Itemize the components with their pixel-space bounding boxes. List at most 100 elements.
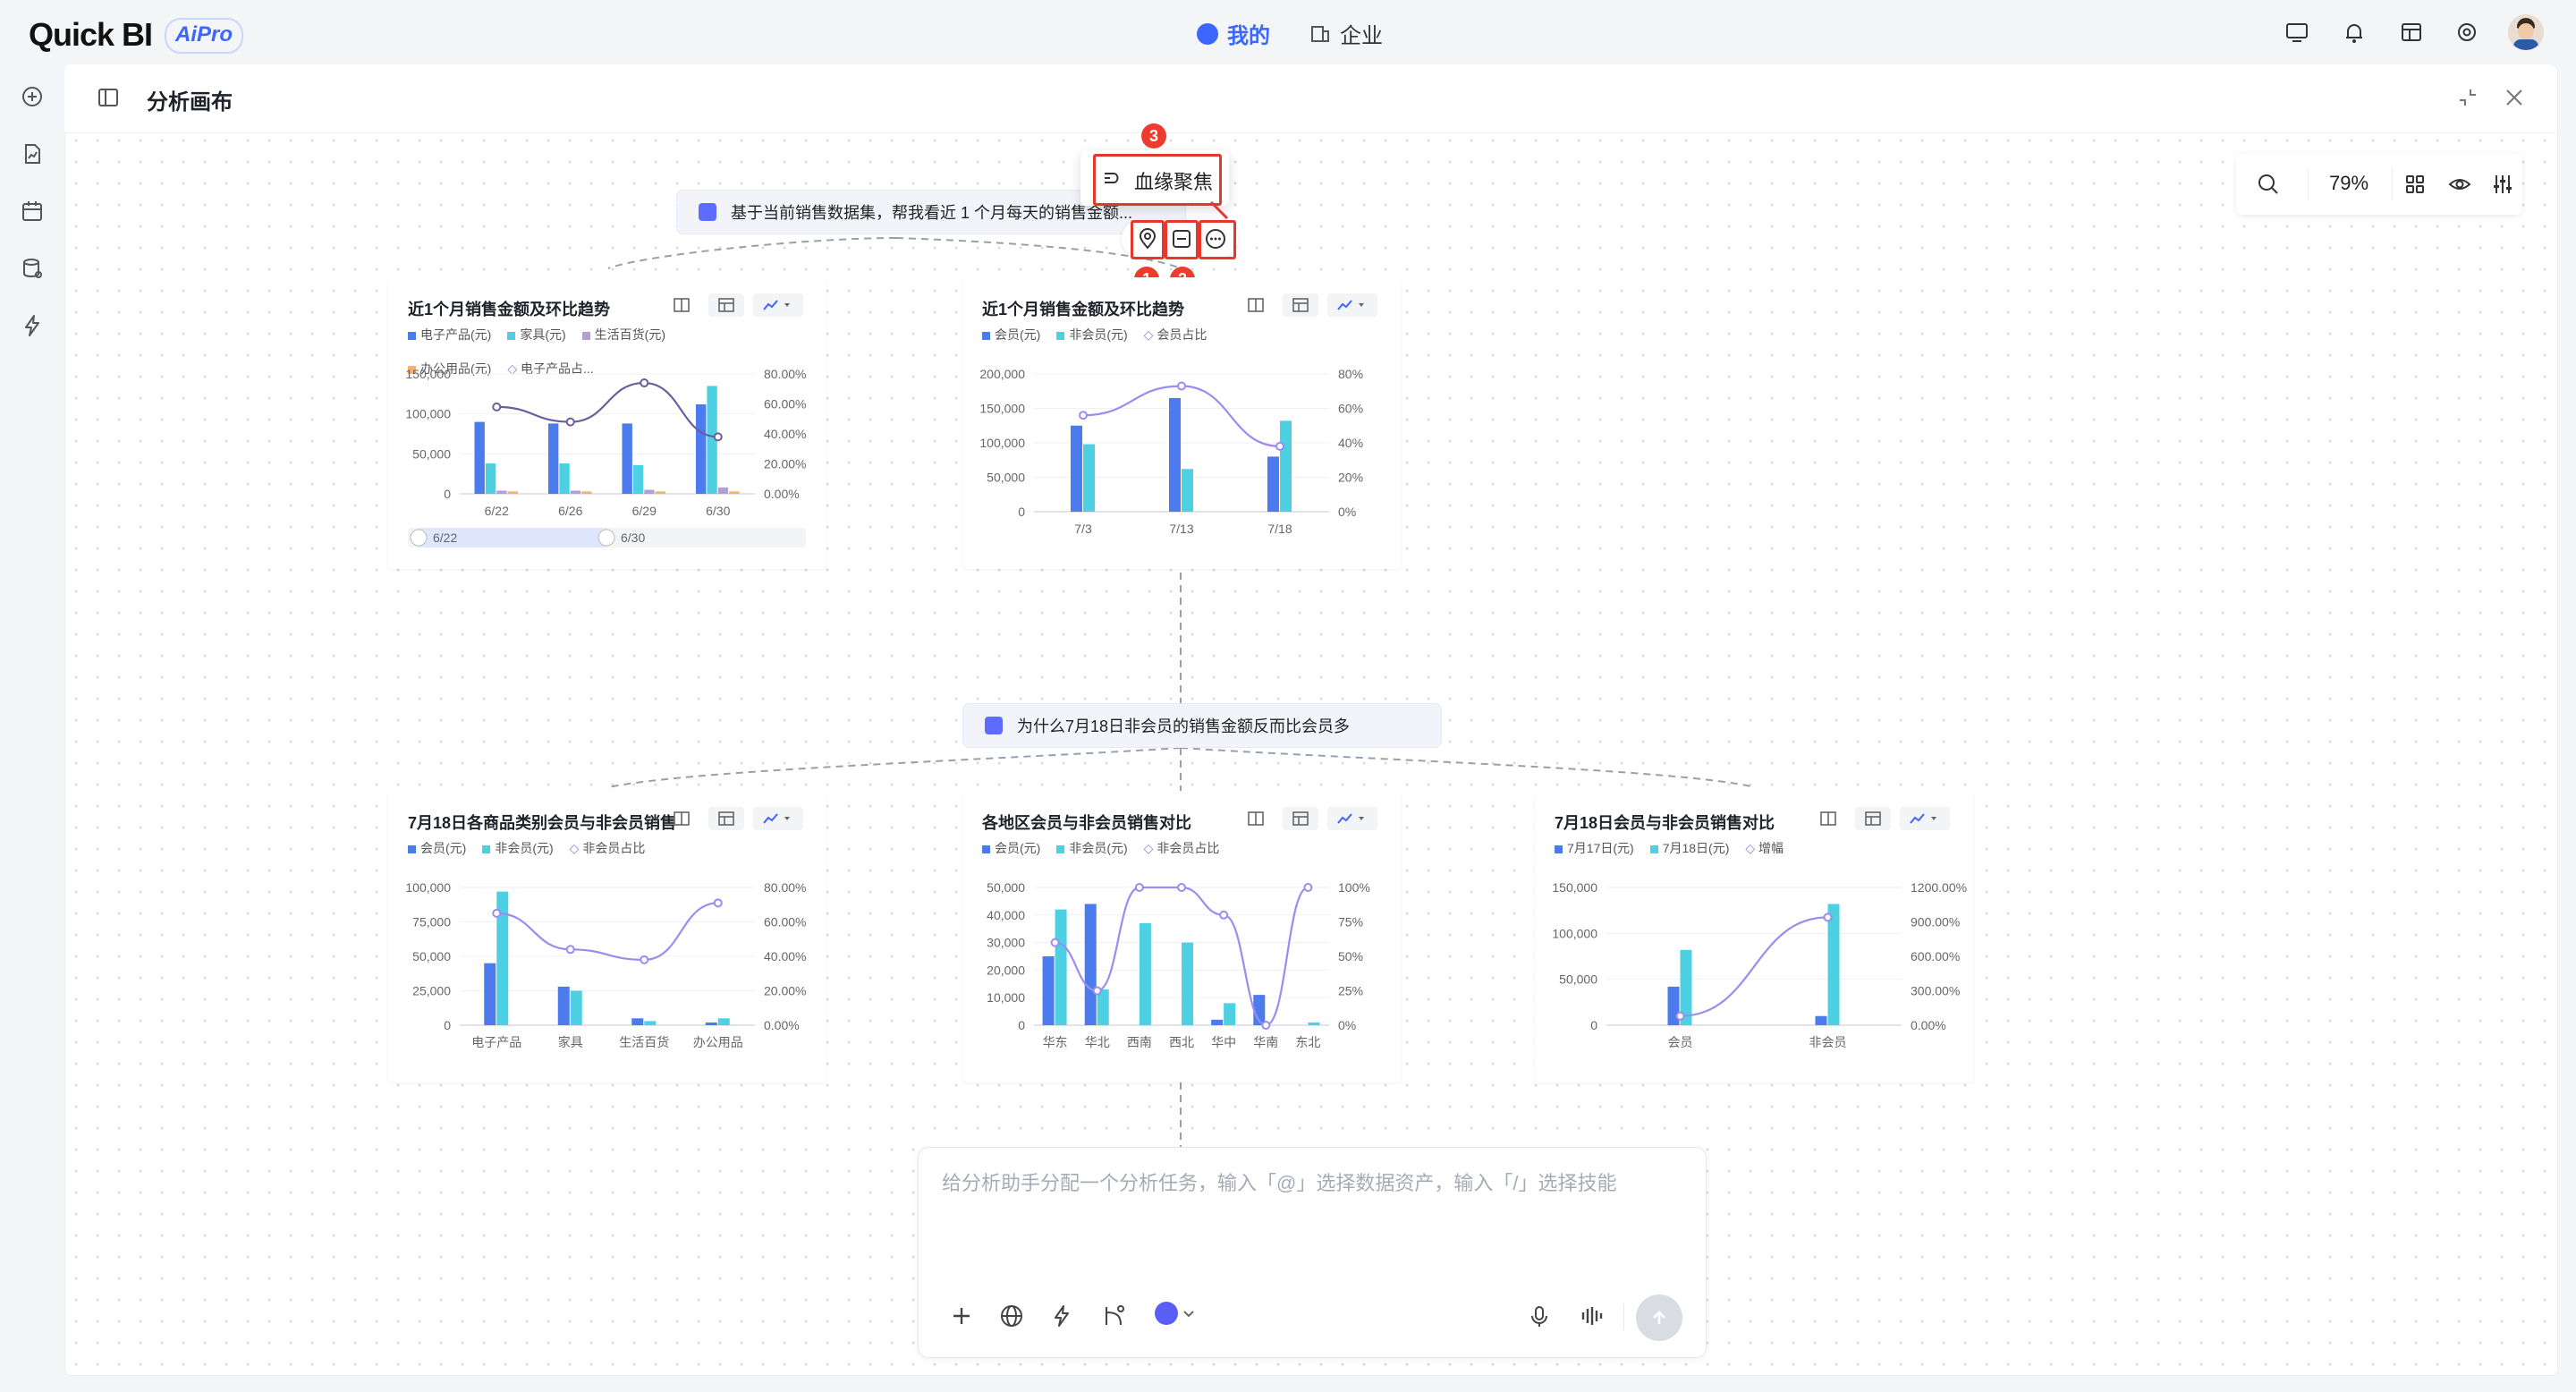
bar xyxy=(1055,909,1067,1025)
table-button[interactable] xyxy=(1283,293,1318,317)
legend-item[interactable]: 非会员(元) xyxy=(1056,326,1128,344)
legend-item[interactable]: 非会员(元) xyxy=(1056,839,1128,857)
bar xyxy=(644,489,655,494)
chart-type-dropdown[interactable] xyxy=(753,293,803,317)
line-point xyxy=(1303,883,1313,892)
dashboard-icon[interactable] xyxy=(2399,20,2424,45)
y2-tick-label: 20.00% xyxy=(764,984,806,998)
chart-type-dropdown[interactable] xyxy=(1900,807,1950,830)
chart-card-4[interactable]: 各地区会员与非会员销售对比 会员(元) 非会员(元) ◇ 非会员占比 50,00… xyxy=(962,791,1401,1082)
sliders-icon[interactable] xyxy=(2490,172,2515,197)
y2-tick-label: 0.00% xyxy=(764,1018,800,1032)
expand-button[interactable] xyxy=(1810,807,1846,830)
chart-type-dropdown[interactable] xyxy=(1327,807,1377,830)
new-chat-icon[interactable] xyxy=(20,84,45,109)
task-input[interactable] xyxy=(940,1166,1677,1268)
legend-item[interactable]: 办公用品(元) xyxy=(408,360,491,378)
collapse-node-icon[interactable] xyxy=(1170,227,1193,250)
legend-item[interactable]: 7月18日(元) xyxy=(1649,839,1729,857)
table-icon xyxy=(718,298,734,312)
model-selector[interactable] xyxy=(1155,1302,1196,1325)
chart-card-1[interactable]: 近1个月销售金额及环比趋势 电子产品(元) 家具(元) 生活百货(元) 办公用品… xyxy=(388,277,826,569)
chart-card-2[interactable]: 近1个月销售金额及环比趋势 会员(元) 非会员(元) ◇ 会员占比 200,00… xyxy=(962,277,1401,569)
chart-type-dropdown[interactable] xyxy=(753,807,803,830)
expand-button[interactable] xyxy=(1238,807,1274,830)
prompt-chip-middle[interactable]: 为什么7月18日非会员的销售金额反而比会员多 xyxy=(962,703,1442,748)
more-icon[interactable] xyxy=(1204,227,1227,250)
legend-item[interactable]: 7月17日(元) xyxy=(1555,839,1634,857)
lightning-icon[interactable] xyxy=(1046,1300,1078,1332)
collapse-icon[interactable] xyxy=(2456,86,2479,109)
legend-item[interactable]: 家具(元) xyxy=(507,326,566,344)
model-logo-icon xyxy=(1155,1302,1178,1325)
line-point xyxy=(640,378,649,388)
legend-item[interactable]: 会员(元) xyxy=(408,839,466,857)
legend-item[interactable]: ◇ 非会员占比 xyxy=(1143,841,1220,855)
legend-item[interactable]: 会员(元) xyxy=(982,839,1040,857)
table-button[interactable] xyxy=(1855,807,1891,830)
x-tick-label: 7/3 xyxy=(1074,522,1092,536)
canvas-toolbar: 79% xyxy=(2236,154,2522,215)
legend-item[interactable]: ◇ 增幅 xyxy=(1745,841,1784,855)
expand-button[interactable] xyxy=(664,293,699,317)
expand-button[interactable] xyxy=(1238,293,1274,317)
line-point xyxy=(492,908,502,918)
close-icon[interactable] xyxy=(2503,86,2526,109)
table-button[interactable] xyxy=(708,807,744,830)
eye-icon[interactable] xyxy=(2447,172,2472,197)
chart-plot: 100,000 75,000 50,000 25,000 0 80.00% 60.00% 40… xyxy=(405,880,806,1049)
legend-item[interactable]: 生活百货(元) xyxy=(581,326,665,344)
presentation-icon[interactable] xyxy=(2284,20,2309,45)
chart-card-5[interactable]: 7月18日会员与非会员销售对比 7月17日(元) 7月18日(元) ◇ 增幅 1… xyxy=(1535,791,1973,1082)
x-tick-label: 西南 xyxy=(1127,1035,1152,1049)
chart-type-dropdown[interactable] xyxy=(1327,293,1377,317)
toggle-sidebar-icon[interactable] xyxy=(97,86,120,109)
expand-button[interactable] xyxy=(664,807,699,830)
annotation-badge-3: 3 xyxy=(1141,123,1166,149)
search-icon[interactable] xyxy=(2256,172,2281,197)
grid-icon[interactable] xyxy=(2402,172,2428,197)
chart-legend: 会员(元) 非会员(元) ◇ 非会员占比 xyxy=(408,839,730,857)
nav-mine[interactable]: 我的 xyxy=(1197,18,1270,49)
chart-tools xyxy=(1238,293,1377,317)
gear-icon[interactable] xyxy=(2454,20,2479,45)
report-icon[interactable] xyxy=(20,141,45,166)
table-button[interactable] xyxy=(1283,807,1318,830)
book-icon xyxy=(1248,811,1264,826)
add-icon[interactable] xyxy=(945,1300,978,1332)
avatar[interactable] xyxy=(2508,14,2544,50)
y-tick-label: 50,000 xyxy=(987,471,1025,485)
location-pin-icon[interactable] xyxy=(1136,227,1159,250)
workflow-icon[interactable] xyxy=(1097,1300,1130,1332)
microphone-icon[interactable] xyxy=(1523,1300,1555,1332)
chart-title: 7月18日各商品类别会员与非会员销售... xyxy=(408,814,676,832)
legend-item[interactable]: 会员(元) xyxy=(982,326,1040,344)
legend-item[interactable]: 非会员(元) xyxy=(482,839,554,857)
legend-item[interactable]: ◇ 电子产品占... xyxy=(507,361,594,376)
y2-tick-label: 600.00% xyxy=(1911,949,1960,963)
zoom-slider-window xyxy=(419,528,606,547)
calendar-icon[interactable] xyxy=(20,199,45,224)
globe-icon[interactable] xyxy=(996,1300,1028,1332)
zoom-level[interactable]: 79% xyxy=(2329,172,2369,194)
y2-tick-label: 60.00% xyxy=(764,915,806,929)
bar xyxy=(1139,923,1151,1025)
voice-wave-icon[interactable] xyxy=(1575,1300,1607,1332)
nav-enterprise[interactable]: 企业 xyxy=(1309,18,1383,49)
line-chart-icon xyxy=(1910,813,1936,824)
legend-item[interactable]: ◇ 非会员占比 xyxy=(569,841,646,855)
database-icon[interactable] xyxy=(20,256,45,281)
table-button[interactable] xyxy=(708,293,744,317)
app-logo[interactable]: Quick BI xyxy=(29,16,153,53)
lightning-icon[interactable] xyxy=(20,313,45,338)
y2-tick-label: 40.00% xyxy=(764,949,806,963)
send-button[interactable] xyxy=(1636,1294,1682,1341)
legend-item[interactable]: 电子产品(元) xyxy=(408,326,491,344)
lineage-focus-label[interactable]: 血缘聚焦 xyxy=(1134,171,1214,193)
prompt-chip-top-text: 基于当前销售数据集，帮我看近 1 个月每天的销售金额... xyxy=(731,204,1133,222)
book-icon xyxy=(1820,811,1836,826)
chart-card-3[interactable]: 7月18日各商品类别会员与非会员销售... 会员(元) 非会员(元) ◇ 非会员… xyxy=(388,791,826,1082)
legend-item[interactable]: ◇ 会员占比 xyxy=(1143,327,1208,342)
bell-icon[interactable] xyxy=(2342,20,2367,45)
prompt-chip-top[interactable]: 基于当前销售数据集，帮我看近 1 个月每天的销售金额... xyxy=(676,190,1186,234)
